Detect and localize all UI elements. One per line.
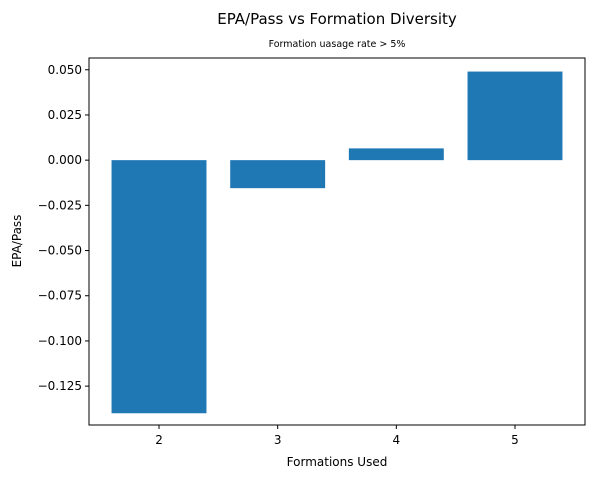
y-tick-label: 0.000 <box>48 153 82 167</box>
x-tick-label: 2 <box>155 433 163 447</box>
chart-subtitle: Formation uasage rate > 5% <box>269 39 406 50</box>
bar-2 <box>111 160 207 414</box>
x-tick-label: 5 <box>511 433 519 447</box>
bars-group <box>111 71 563 414</box>
y-tick-label: 0.025 <box>48 108 82 122</box>
y-tick-label: −0.100 <box>38 334 82 348</box>
plot-area-frame <box>88 57 586 426</box>
y-tick-label: −0.025 <box>38 198 82 212</box>
y-tick-label: −0.075 <box>38 289 82 303</box>
x-tick-label: 3 <box>274 433 282 447</box>
y-axis-label: EPA/Pass <box>10 215 24 268</box>
y-tick-label: −0.125 <box>38 379 82 393</box>
bar-3 <box>230 160 326 189</box>
x-axis: 2 3 4 5 <box>155 425 519 447</box>
y-tick-label: 0.050 <box>48 63 82 77</box>
bar-4 <box>348 148 444 161</box>
x-axis-label: Formations Used <box>287 455 388 469</box>
y-tick-label: −0.050 <box>38 244 82 258</box>
x-tick-label: 4 <box>393 433 401 447</box>
bar-5 <box>467 71 563 161</box>
chart-title: EPA/Pass vs Formation Diversity <box>217 10 457 28</box>
y-axis: −0.125 −0.100 −0.075 −0.050 −0.025 0.000 0.025… <box>38 63 89 393</box>
